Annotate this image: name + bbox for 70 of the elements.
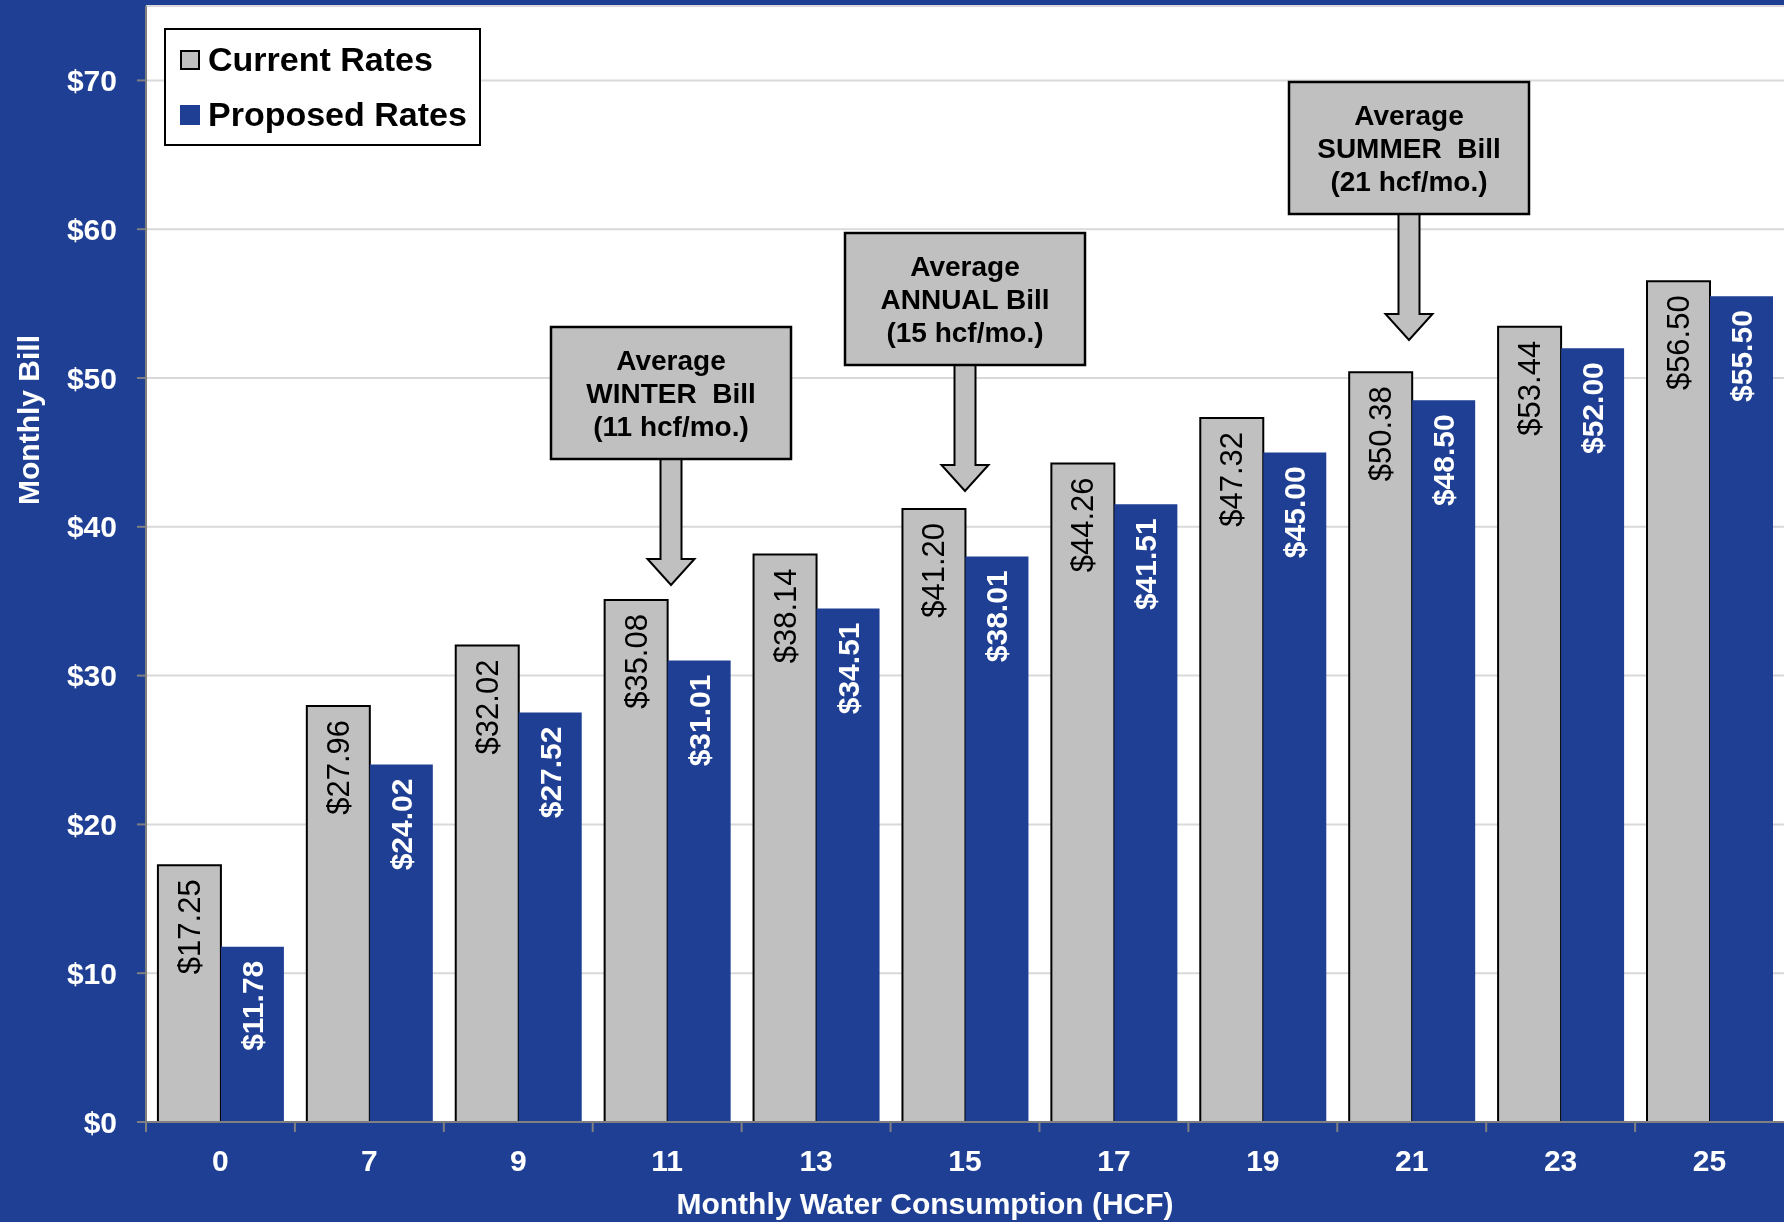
data-label: $56.50	[1661, 295, 1696, 391]
y-tick-label: $40	[66, 510, 117, 544]
data-label: $41.20	[916, 522, 952, 618]
x-tick-label: 23	[1543, 1143, 1578, 1177]
x-tick-label: 13	[799, 1143, 833, 1177]
x-tick-label: 9	[509, 1143, 527, 1177]
x-axis-title: Monthly Water Consumption (HCF)	[676, 1186, 1174, 1220]
x-tick-label: 15	[948, 1143, 982, 1177]
data-label: $17.25	[171, 879, 207, 975]
x-tick-label: 19	[1246, 1143, 1280, 1177]
bar	[603, 599, 669, 1122]
legend-label: Current Rates	[208, 39, 433, 80]
x-tick-label: 21	[1395, 1143, 1429, 1177]
data-label: $27.52	[533, 726, 567, 819]
y-tick-label: $30	[66, 659, 117, 693]
bar	[518, 712, 582, 1122]
annotation: Average SUMMER Bill (21 hcf/mo.)	[1317, 99, 1501, 197]
data-label: $32.02	[469, 659, 505, 755]
annotation: Average ANNUAL Bill (15 hcf/mo.)	[880, 250, 1050, 348]
data-label: $47.32	[1214, 431, 1250, 527]
y-tick-label: $20	[66, 808, 117, 842]
bar	[305, 704, 371, 1122]
data-label: $53.44	[1512, 340, 1548, 436]
bar	[156, 864, 222, 1122]
bar	[1497, 325, 1563, 1122]
data-label: $34.51	[831, 622, 865, 715]
data-label: $50.38	[1363, 386, 1399, 482]
x-tick-label: 7	[361, 1143, 378, 1177]
x-tick-label: 0	[212, 1143, 229, 1177]
data-label: $44.26	[1065, 477, 1101, 573]
y-axis-title: Monthly Bill	[11, 335, 45, 505]
data-label: $38.01	[980, 570, 1014, 663]
data-label: $11.78	[235, 960, 269, 1051]
x-tick-label: 17	[1097, 1143, 1131, 1177]
bar	[816, 608, 880, 1122]
bar	[1114, 504, 1178, 1122]
bar	[752, 553, 818, 1122]
y-tick-label: $10	[66, 956, 117, 990]
data-label: $48.50	[1427, 414, 1461, 507]
bar	[1348, 371, 1414, 1122]
bar	[220, 946, 284, 1122]
data-label: $24.02	[384, 778, 418, 871]
legend-label: Proposed Rates	[208, 94, 467, 135]
y-tick-label: $60	[66, 212, 117, 246]
y-tick-label: $50	[66, 361, 117, 395]
x-tick-label: 25	[1692, 1143, 1727, 1177]
bar	[1710, 296, 1773, 1122]
data-label: $38.14	[767, 568, 803, 664]
data-label: $55.50	[1725, 310, 1758, 402]
data-label: $45.00	[1278, 466, 1312, 559]
x-tick-label: 11	[651, 1143, 684, 1177]
bar	[1561, 348, 1625, 1122]
data-label: $31.01	[682, 674, 716, 767]
data-label: $27.96	[320, 719, 356, 815]
bar	[1646, 280, 1711, 1122]
bar	[1050, 462, 1116, 1122]
bar	[667, 660, 731, 1122]
bar	[1263, 452, 1327, 1122]
bar	[1412, 400, 1476, 1122]
bar	[1199, 416, 1265, 1122]
data-label: $52.00	[1576, 362, 1610, 455]
bar	[901, 507, 967, 1122]
data-label: $35.08	[618, 614, 654, 709]
annotation: Average WINTER Bill (11 hcf/mo.)	[586, 344, 756, 442]
data-label: $41.51	[1129, 518, 1163, 611]
bar	[369, 764, 433, 1122]
y-tick-label: $70	[66, 64, 117, 98]
bar	[965, 556, 1029, 1122]
bar	[454, 644, 520, 1122]
y-tick-label: $0	[83, 1105, 117, 1139]
